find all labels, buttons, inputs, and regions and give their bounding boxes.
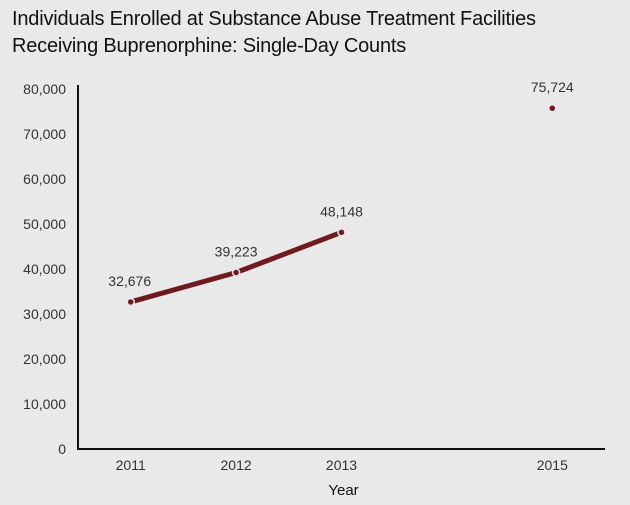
y-tick-label: 60,000	[23, 171, 66, 187]
data-label: 39,223	[215, 243, 258, 259]
data-point	[548, 103, 557, 113]
x-tick-label: 2013	[326, 457, 357, 473]
y-tick-label: 80,000	[23, 81, 66, 97]
x-tick-label: 2011	[116, 457, 146, 473]
series-line-segment	[130, 270, 237, 305]
chart-title-line-2: Receiving Buprenorphine: Single-Day Coun…	[12, 35, 407, 57]
y-tick-label: 30,000	[23, 306, 66, 322]
chart-title-line-1: Individuals Enrolled at Substance Abuse …	[12, 8, 536, 30]
y-tick-label: 70,000	[23, 126, 66, 142]
data-point	[126, 297, 135, 307]
y-tick-label: 50,000	[23, 216, 66, 232]
chart-title: Individuals Enrolled at Substance Abuse …	[12, 6, 536, 60]
y-tick-label: 40,000	[23, 261, 66, 277]
data-point	[337, 228, 346, 237]
data-label: 32,676	[108, 273, 151, 289]
series-line-segment	[235, 229, 343, 275]
x-tick-label: 2015	[537, 457, 568, 473]
y-tick-label: 0	[58, 441, 66, 457]
x-tick-label: 2012	[221, 457, 252, 473]
x-axis-label: Year	[328, 482, 358, 499]
data-label: 75,724	[531, 79, 574, 95]
data-point	[231, 268, 241, 277]
y-tick-label: 20,000	[23, 351, 66, 367]
data-label: 48,148	[320, 203, 363, 219]
y-tick-label: 10,000	[23, 396, 66, 412]
